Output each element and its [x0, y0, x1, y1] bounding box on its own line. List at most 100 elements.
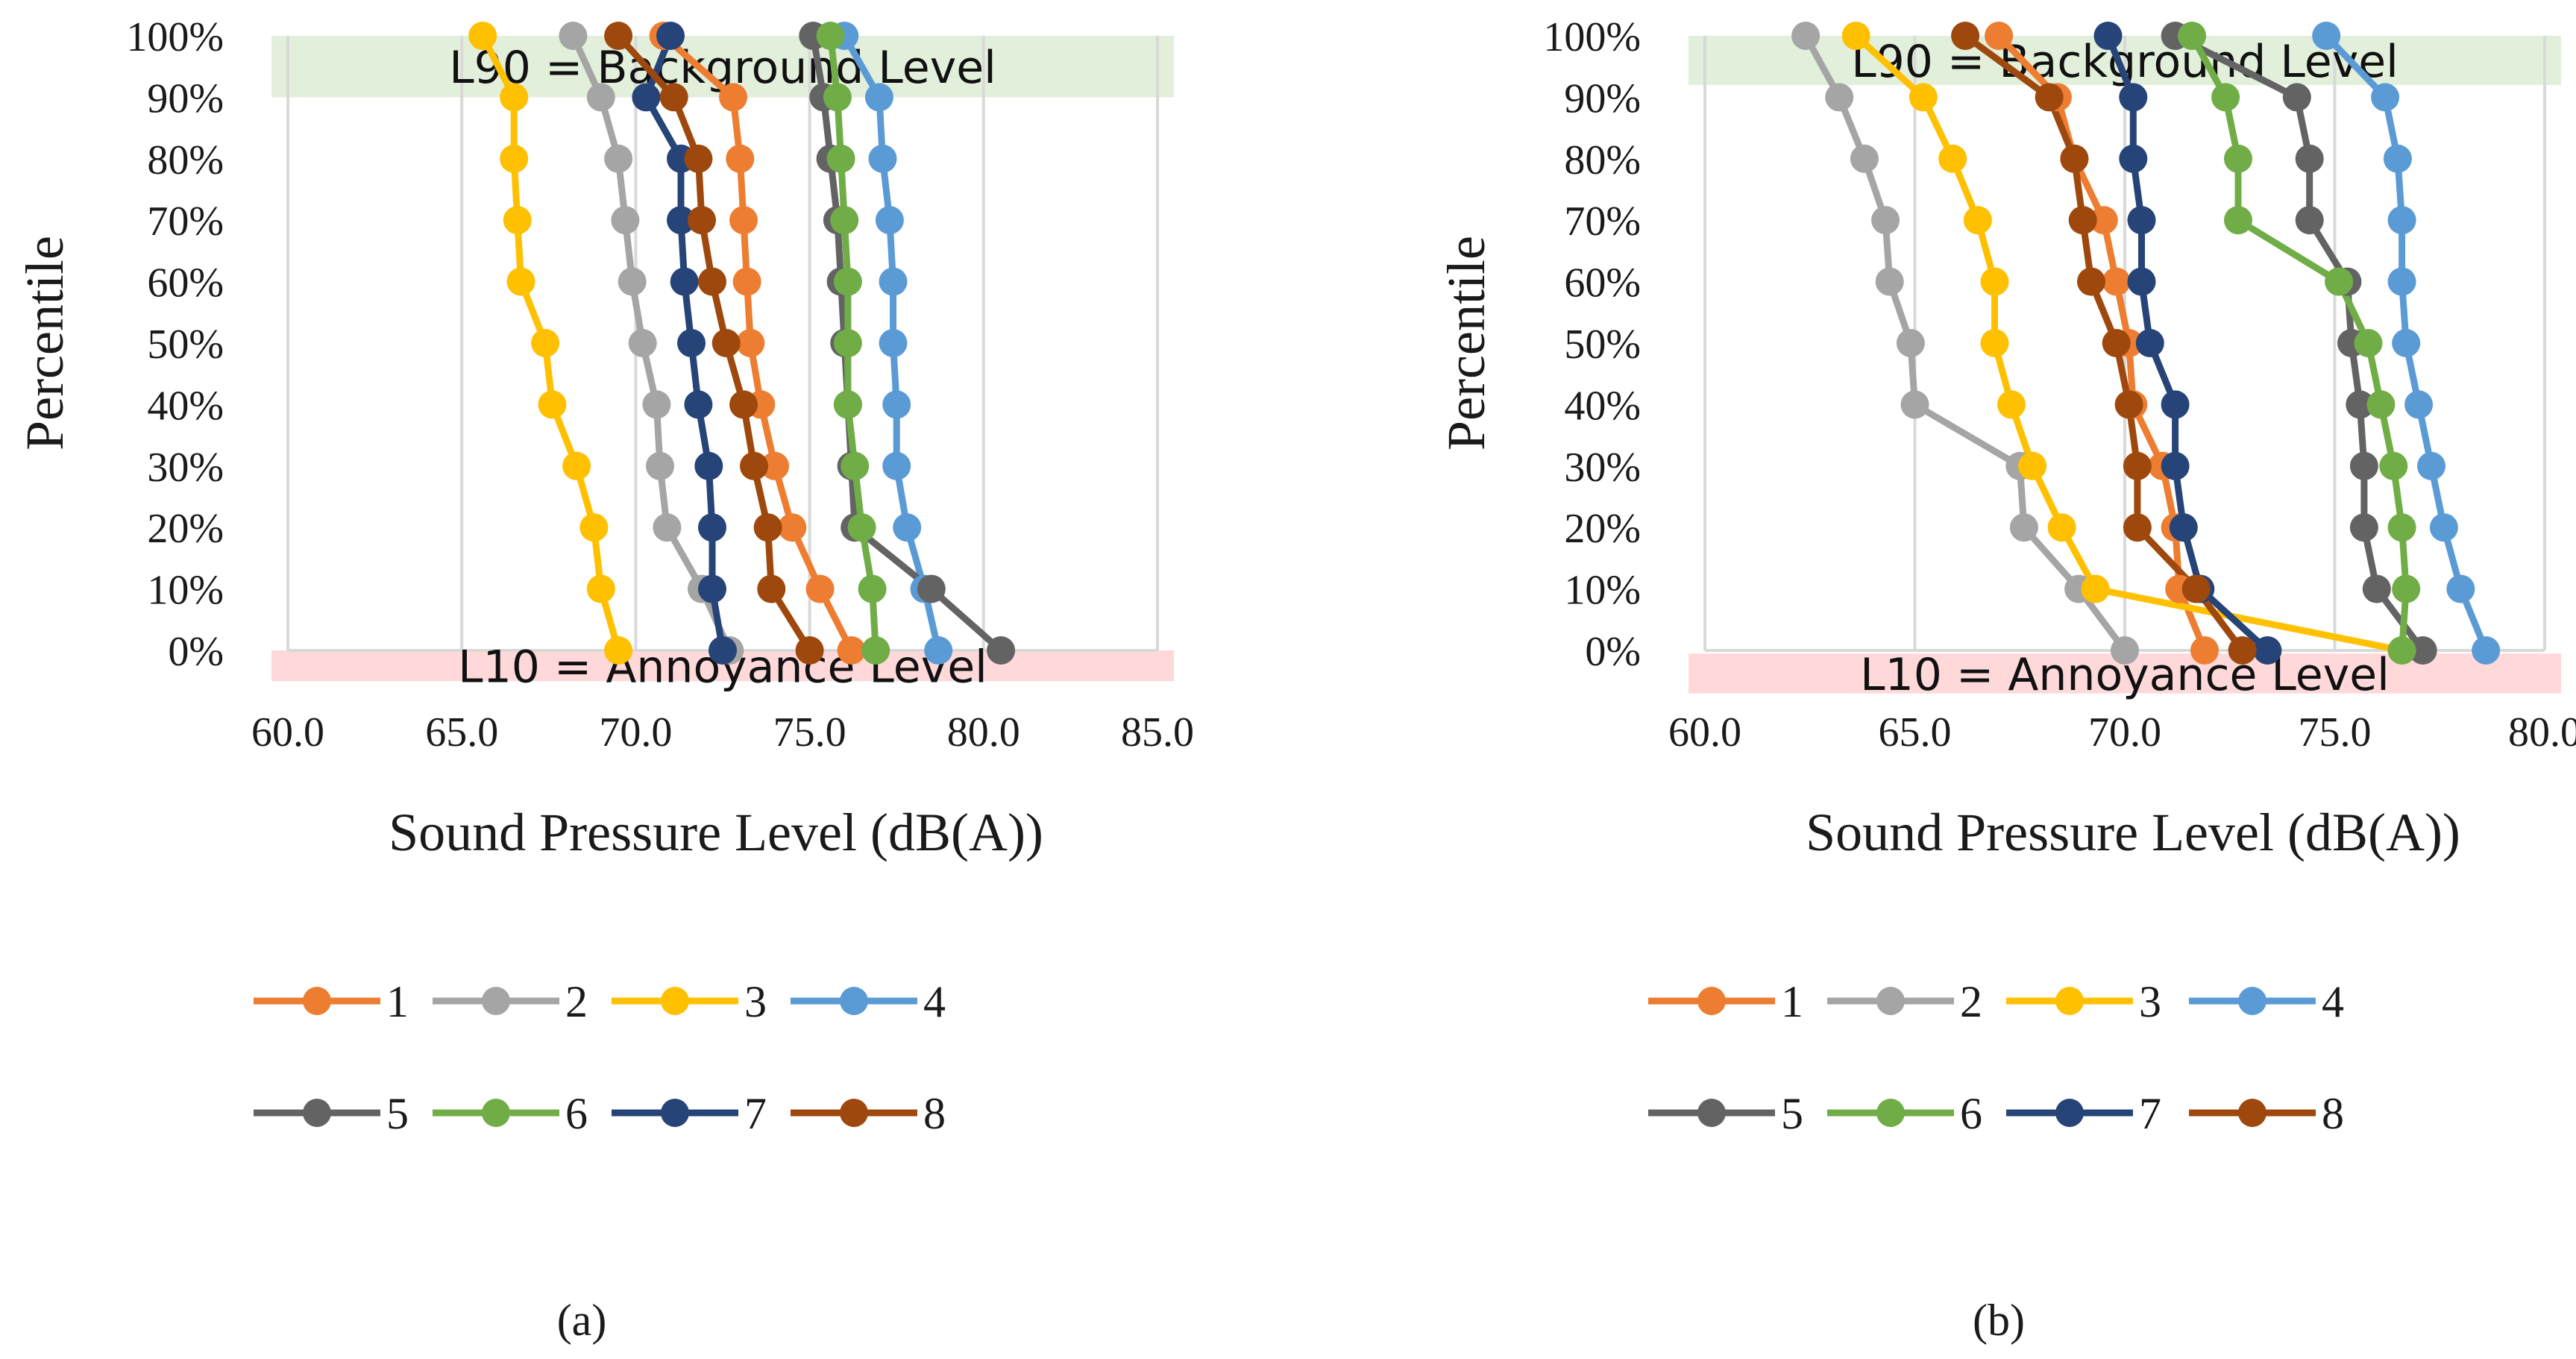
- y-tick-label-b-3: 30%: [1564, 445, 1641, 491]
- legend-swatch-marker: [482, 1099, 510, 1127]
- legend-label: 6: [1960, 1089, 1982, 1138]
- y-tick-label-b-9: 90%: [1564, 75, 1641, 122]
- data-point-a-7-0: [709, 636, 737, 665]
- data-point-a-7-30: [694, 451, 723, 480]
- legend-label: 2: [1960, 977, 1982, 1026]
- data-point-a-4-30: [882, 451, 911, 480]
- data-point-a-6-100: [816, 22, 845, 50]
- y-axis-title-a: Percentile: [15, 236, 75, 451]
- legend-label: 4: [2322, 977, 2344, 1026]
- data-point-a-4-90: [864, 83, 893, 112]
- data-point-a-2-60: [618, 267, 647, 296]
- legend-label: 8: [923, 1089, 946, 1138]
- data-point-b-1-0: [2190, 636, 2219, 665]
- data-point-a-3-20: [579, 513, 609, 542]
- data-point-a-4-20: [893, 513, 922, 542]
- y-axis-title-b: Percentile: [1436, 236, 1496, 451]
- legend-item-b-1: 1: [1648, 977, 1803, 1026]
- data-point-b-4-50: [2392, 329, 2421, 357]
- data-point-a-8-0: [795, 636, 824, 665]
- data-point-b-5-0: [2408, 636, 2437, 665]
- data-point-b-1-60: [2102, 267, 2131, 296]
- legend-item-a-1: 1: [254, 977, 409, 1026]
- y-tick-label-a-9: 90%: [147, 75, 224, 122]
- data-point-b-8-10: [2181, 574, 2211, 603]
- data-point-b-8-50: [2102, 329, 2131, 357]
- data-point-b-7-90: [2119, 83, 2148, 112]
- data-point-b-6-100: [2178, 22, 2207, 50]
- data-point-a-1-90: [719, 83, 747, 112]
- y-tick-label-b-2: 20%: [1564, 506, 1641, 552]
- x-tick-label-b-1: 65.0: [1879, 709, 1952, 756]
- legend-label: 2: [565, 977, 588, 1026]
- legend-item-a-5: 5: [254, 1089, 409, 1138]
- data-point-b-5-80: [2295, 144, 2324, 173]
- data-point-b-6-70: [2224, 206, 2252, 235]
- x-tick-label-a-2: 70.0: [599, 709, 672, 756]
- data-point-a-3-80: [500, 144, 529, 173]
- data-point-b-2-60: [1875, 267, 1904, 296]
- data-point-b-6-20: [2387, 513, 2416, 542]
- data-point-b-4-70: [2387, 206, 2416, 235]
- data-point-b-8-20: [2123, 513, 2152, 542]
- y-tick-label-b-1: 10%: [1564, 568, 1641, 614]
- data-point-b-3-80: [1938, 144, 1967, 173]
- legend-swatch-marker: [2055, 1099, 2084, 1127]
- data-point-b-6-50: [2354, 329, 2383, 357]
- legend-label: 1: [386, 977, 409, 1026]
- data-point-b-8-100: [1951, 22, 1980, 50]
- data-point-a-6-20: [847, 513, 876, 542]
- data-point-b-3-70: [1963, 206, 1992, 235]
- data-point-a-2-30: [646, 451, 674, 480]
- y-tick-label-a-4: 40%: [147, 383, 224, 429]
- data-point-b-2-100: [1791, 22, 1821, 50]
- y-tick-label-b-8: 80%: [1564, 137, 1641, 183]
- y-tick-label-a-3: 30%: [147, 445, 224, 491]
- legend-swatch-marker: [303, 1099, 331, 1127]
- data-point-b-6-0: [2387, 636, 2416, 665]
- data-point-b-8-70: [2068, 206, 2097, 235]
- data-point-a-8-60: [698, 267, 726, 296]
- legend-swatch-marker: [661, 1099, 689, 1127]
- legend-label: 7: [744, 1089, 767, 1138]
- data-point-b-4-90: [2371, 83, 2400, 112]
- legend-label: 8: [2322, 1089, 2344, 1138]
- data-point-b-7-30: [2161, 451, 2190, 480]
- data-point-a-6-80: [826, 144, 855, 173]
- data-point-a-4-0: [924, 636, 953, 665]
- y-tick-label-a-7: 70%: [147, 198, 224, 245]
- data-point-a-7-100: [656, 22, 685, 50]
- x-tick-label-a-5: 85.0: [1121, 709, 1194, 756]
- data-point-a-4-60: [879, 267, 908, 296]
- legend-label: 3: [2139, 977, 2161, 1026]
- data-point-a-8-40: [729, 390, 758, 419]
- legend-item-a-3: 3: [612, 977, 767, 1026]
- data-point-a-8-50: [711, 329, 741, 357]
- legend-item-b-3: 3: [2006, 977, 2161, 1026]
- x-tick-label-b-0: 60.0: [1668, 709, 1741, 756]
- y-tick-label-a-2: 20%: [147, 506, 224, 552]
- legend-label: 1: [1781, 977, 1803, 1026]
- data-point-a-3-90: [500, 83, 529, 112]
- data-point-b-7-50: [2135, 329, 2164, 357]
- data-point-a-6-10: [858, 574, 887, 603]
- data-point-a-4-50: [879, 329, 908, 357]
- data-point-a-7-20: [698, 513, 726, 542]
- data-point-b-4-0: [2472, 636, 2501, 665]
- data-point-b-5-90: [2282, 83, 2311, 112]
- data-point-b-7-40: [2161, 390, 2190, 419]
- x-tick-label-a-3: 75.0: [773, 709, 846, 756]
- legend-item-a-4: 4: [791, 977, 946, 1026]
- data-point-a-8-70: [688, 206, 716, 235]
- legend-swatch-marker: [482, 987, 510, 1015]
- data-point-b-2-0: [2111, 636, 2139, 665]
- legend-swatch-marker: [2238, 1099, 2266, 1127]
- data-point-a-6-50: [833, 329, 862, 357]
- data-point-a-6-0: [861, 636, 890, 665]
- data-point-b-1-100: [1985, 22, 2014, 50]
- data-point-b-4-40: [2404, 390, 2434, 419]
- data-point-a-6-70: [830, 206, 859, 235]
- data-point-a-7-40: [684, 390, 713, 419]
